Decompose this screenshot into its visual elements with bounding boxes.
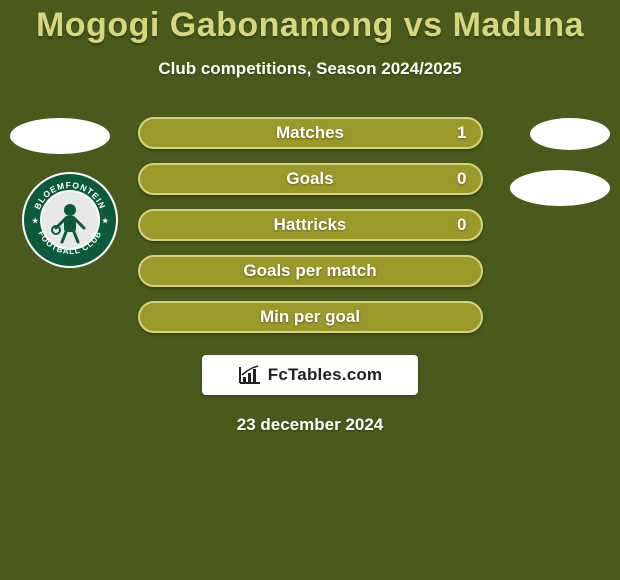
club-badge-icon: BLOEMFONTEIN FOOTBALL CLUB ★ ★	[20, 170, 120, 270]
comparison-card: Mogogi Gabonamong vs Maduna Club competi…	[0, 0, 620, 580]
brand-text: FcTables.com	[268, 365, 383, 385]
stat-label: Goals per match	[243, 261, 376, 281]
brand-box[interactable]: FcTables.com	[202, 355, 418, 395]
stats-list: Matches 1 Goals 0 Hattricks 0 Goals per …	[138, 117, 483, 333]
chart-icon	[238, 365, 262, 385]
ellipse-icon	[510, 170, 610, 206]
stat-bar-hattricks: Hattricks 0	[138, 209, 483, 241]
avatar-player-left	[10, 118, 110, 154]
ellipse-icon	[10, 118, 110, 154]
stat-bar-matches: Matches 1	[138, 117, 483, 149]
page-title: Mogogi Gabonamong vs Maduna	[0, 0, 620, 45]
avatar-player-right-top	[530, 118, 610, 150]
stat-value-right: 0	[457, 169, 466, 189]
avatar-player-right-bottom	[510, 170, 610, 206]
stat-label: Matches	[276, 123, 344, 143]
stat-label: Min per goal	[260, 307, 360, 327]
date-text: 23 december 2024	[0, 415, 620, 435]
stat-bar-min-per-goal: Min per goal	[138, 301, 483, 333]
badge-side-left: ★	[32, 217, 39, 225]
club-badge: BLOEMFONTEIN FOOTBALL CLUB ★ ★	[20, 170, 120, 270]
stat-value-right: 0	[457, 215, 466, 235]
stat-bar-goals-per-match: Goals per match	[138, 255, 483, 287]
stat-value-right: 1	[457, 123, 466, 143]
ellipse-icon	[530, 118, 610, 150]
page-subtitle: Club competitions, Season 2024/2025	[0, 59, 620, 79]
stat-label: Hattricks	[274, 215, 347, 235]
stat-label: Goals	[286, 169, 333, 189]
stat-bar-goals: Goals 0	[138, 163, 483, 195]
badge-side-right: ★	[102, 217, 109, 225]
